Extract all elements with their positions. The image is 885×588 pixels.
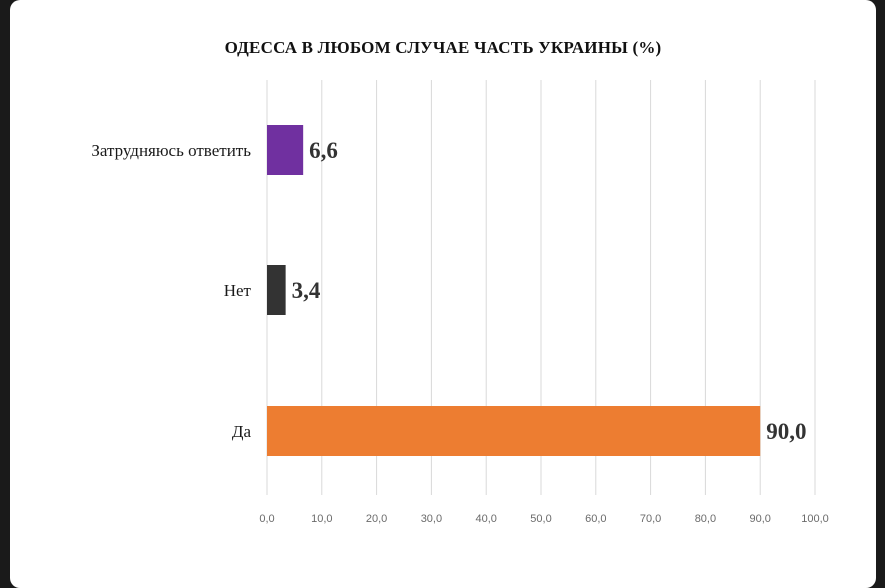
bar bbox=[267, 406, 761, 456]
x-tick-label: 100,0 bbox=[801, 513, 829, 525]
x-tick-label: 60,0 bbox=[585, 513, 606, 525]
category-label: Нет bbox=[224, 281, 252, 300]
x-tick-label: 30,0 bbox=[421, 513, 442, 525]
x-tick-label: 20,0 bbox=[366, 513, 387, 525]
chart-title: ОДЕССА В ЛЮБОМ СЛУЧАЕ ЧАСТЬ УКРАИНЫ (%) bbox=[224, 38, 662, 57]
category-label: Затрудняюсь ответить bbox=[91, 141, 251, 160]
x-tick-label: 10,0 bbox=[311, 513, 332, 525]
data-label: 3,4 bbox=[292, 278, 321, 303]
chart-frame: ОДЕССА В ЛЮБОМ СЛУЧАЕ ЧАСТЬ УКРАИНЫ (%) … bbox=[10, 0, 876, 588]
x-tick-label: 80,0 bbox=[695, 513, 716, 525]
bar-chart: Затрудняюсь ответить 6,6 Нет 3,4 Да 90,0 0,0 1… bbox=[91, 80, 829, 525]
x-tick-label: 70,0 bbox=[640, 513, 661, 525]
category-label: Да bbox=[232, 422, 252, 441]
x-tick-label: 50,0 bbox=[530, 513, 551, 525]
bar bbox=[267, 125, 304, 175]
data-label: 6,6 bbox=[309, 138, 338, 163]
x-tick-label: 40,0 bbox=[475, 513, 496, 525]
data-label: 90,0 bbox=[766, 419, 806, 444]
bar bbox=[267, 265, 286, 315]
x-tick-label: 0,0 bbox=[259, 513, 274, 525]
x-tick-label: 90,0 bbox=[749, 513, 770, 525]
